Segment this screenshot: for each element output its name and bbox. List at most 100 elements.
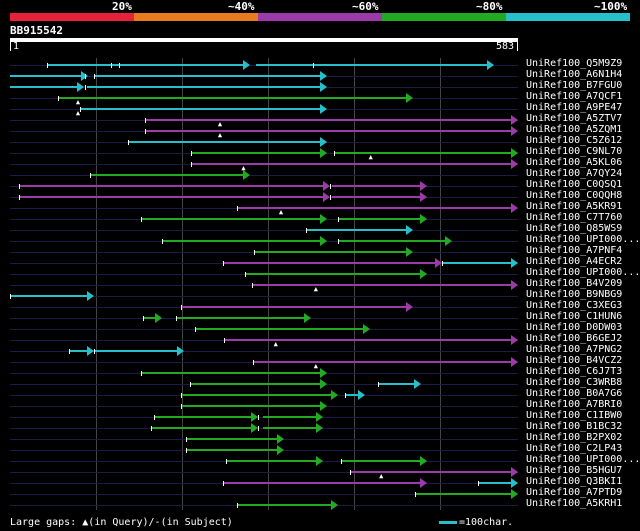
hsp-segment[interactable] [10, 75, 83, 77]
hsp-segment[interactable] [253, 361, 512, 363]
hsp-segment[interactable] [86, 86, 322, 88]
hsp-segment[interactable] [180, 405, 322, 407]
hit-label-link[interactable]: UniRef100_C6J7T3 [526, 366, 623, 377]
hsp-segment[interactable] [226, 460, 317, 462]
hsp-segment[interactable] [331, 196, 421, 198]
hsp-segment[interactable] [18, 196, 324, 198]
hit-label-link[interactable]: UniRef100_C5Z612 [526, 135, 623, 146]
hit-label-link[interactable]: UniRef100_UPI000... [526, 454, 640, 465]
hsp-segment[interactable] [151, 427, 253, 429]
hsp-segment[interactable] [262, 427, 317, 429]
hsp-segment[interactable] [18, 185, 324, 187]
hit-label-link[interactable]: UniRef100_UPI000... [526, 267, 640, 278]
hit-label-link[interactable]: UniRef100_B2PX02 [526, 432, 623, 443]
hit-label-link[interactable]: UniRef100_A5KRH1 [526, 498, 623, 509]
hit-label-link[interactable]: UniRef100_A5KL06 [526, 157, 623, 168]
hsp-segment[interactable] [175, 317, 305, 319]
hit-label-link[interactable]: UniRef100_A6N1H4 [526, 69, 623, 80]
hsp-segment[interactable] [69, 350, 88, 352]
hsp-segment[interactable] [145, 119, 512, 121]
hit-label-link[interactable]: UniRef100_Q5M9Z9 [526, 58, 623, 69]
hsp-segment[interactable] [255, 64, 488, 66]
hit-label-link[interactable]: UniRef100_A5ZQM1 [526, 124, 623, 135]
hsp-segment[interactable] [95, 75, 322, 77]
hsp-segment[interactable] [415, 493, 512, 495]
hsp-segment[interactable] [162, 240, 322, 242]
hit-label-link[interactable]: UniRef100_B4V209 [526, 278, 623, 289]
hsp-segment[interactable] [245, 273, 421, 275]
hit-label-link[interactable]: UniRef100_C3WRB8 [526, 377, 623, 388]
hsp-segment[interactable] [236, 207, 512, 209]
hsp-segment[interactable] [57, 97, 407, 99]
hsp-segment[interactable] [223, 482, 421, 484]
hsp-segment[interactable] [79, 108, 322, 110]
hsp-segment[interactable] [194, 328, 364, 330]
hit-label-link[interactable]: UniRef100_C7T760 [526, 212, 623, 223]
hsp-segment[interactable] [253, 251, 407, 253]
hsp-segment[interactable] [236, 504, 332, 506]
hit-label-link[interactable]: UniRef100_A7QY24 [526, 168, 623, 179]
hsp-segment[interactable] [93, 350, 179, 352]
hit-label-link[interactable]: UniRef100_A5KR91 [526, 201, 623, 212]
hsp-segment[interactable] [10, 86, 79, 88]
hsp-segment[interactable] [223, 262, 437, 264]
hsp-segment[interactable] [186, 449, 279, 451]
hit-label-link[interactable]: UniRef100_A5ZTV7 [526, 113, 623, 124]
hit-label-link[interactable]: UniRef100_A7BRI0 [526, 399, 623, 410]
hit-label-link[interactable]: UniRef100_C2LP43 [526, 443, 623, 454]
hsp-segment[interactable] [90, 174, 244, 176]
hsp-segment[interactable] [331, 185, 421, 187]
hit-label-link[interactable]: UniRef100_A7PNF4 [526, 245, 623, 256]
hit-label-link[interactable]: UniRef100_C1IBW0 [526, 410, 623, 421]
hsp-segment[interactable] [140, 372, 322, 374]
hsp-segment[interactable] [252, 284, 512, 286]
hit-label-link[interactable]: UniRef100_B6GEJ2 [526, 333, 623, 344]
hsp-segment[interactable] [46, 64, 244, 66]
hsp-start-tick [377, 382, 379, 387]
hit-label-link[interactable]: UniRef100_UPI000... [526, 234, 640, 245]
hsp-segment[interactable] [153, 416, 253, 418]
hsp-segment[interactable] [190, 383, 322, 385]
hsp-segment[interactable] [186, 438, 279, 440]
hit-label-link[interactable]: UniRef100_B7FGU0 [526, 80, 623, 91]
hsp-segment[interactable] [180, 306, 407, 308]
hsp-segment[interactable] [442, 262, 512, 264]
hit-label-link[interactable]: UniRef100_C9NL70 [526, 146, 623, 157]
hit-label-link[interactable]: UniRef100_B1BC32 [526, 421, 623, 432]
hsp-segment[interactable] [337, 218, 421, 220]
hit-label-link[interactable]: UniRef100_A7PTD9 [526, 487, 623, 498]
hsp-segment[interactable] [180, 394, 332, 396]
hit-label-link[interactable]: UniRef100_A7QCF1 [526, 91, 623, 102]
hsp-segment[interactable] [341, 460, 421, 462]
hit-label-link[interactable]: UniRef100_A7PNG2 [526, 344, 623, 355]
hsp-segment[interactable] [191, 152, 322, 154]
hsp-segment[interactable] [344, 394, 359, 396]
hit-label-link[interactable]: UniRef100_B5HGU7 [526, 465, 623, 476]
hit-label-link[interactable]: UniRef100_A9PE47 [526, 102, 623, 113]
hsp-segment[interactable] [349, 471, 512, 473]
hsp-segment[interactable] [262, 416, 317, 418]
hsp-segment[interactable] [306, 229, 407, 231]
hsp-segment[interactable] [140, 218, 322, 220]
hsp-segment[interactable] [191, 163, 512, 165]
hsp-segment[interactable] [145, 130, 512, 132]
hsp-segment[interactable] [10, 295, 88, 297]
hit-label-link[interactable]: UniRef100_Q85WS9 [526, 223, 623, 234]
hit-label-link[interactable]: UniRef100_Q3BKI1 [526, 476, 623, 487]
hsp-segment[interactable] [377, 383, 416, 385]
hit-label-link[interactable]: UniRef100_B4VCZ2 [526, 355, 623, 366]
hsp-segment[interactable] [224, 339, 512, 341]
hit-label-link[interactable]: UniRef100_B0A7G6 [526, 388, 623, 399]
hit-label-link[interactable]: UniRef100_A4ECR2 [526, 256, 623, 267]
hit-label-link[interactable]: UniRef100_C1HUN6 [526, 311, 623, 322]
hsp-segment[interactable] [143, 317, 157, 319]
hit-label-link[interactable]: UniRef100_C0QSQ1 [526, 179, 623, 190]
hsp-segment[interactable] [127, 141, 322, 143]
hsp-segment[interactable] [477, 482, 512, 484]
hit-label-link[interactable]: UniRef100_C0QQH8 [526, 190, 623, 201]
hit-label-link[interactable]: UniRef100_B9NBG9 [526, 289, 623, 300]
hsp-segment[interactable] [337, 240, 446, 242]
hit-label-link[interactable]: UniRef100_C3XEG3 [526, 300, 623, 311]
hsp-segment[interactable] [334, 152, 512, 154]
hit-label-link[interactable]: UniRef100_D0DW03 [526, 322, 623, 333]
